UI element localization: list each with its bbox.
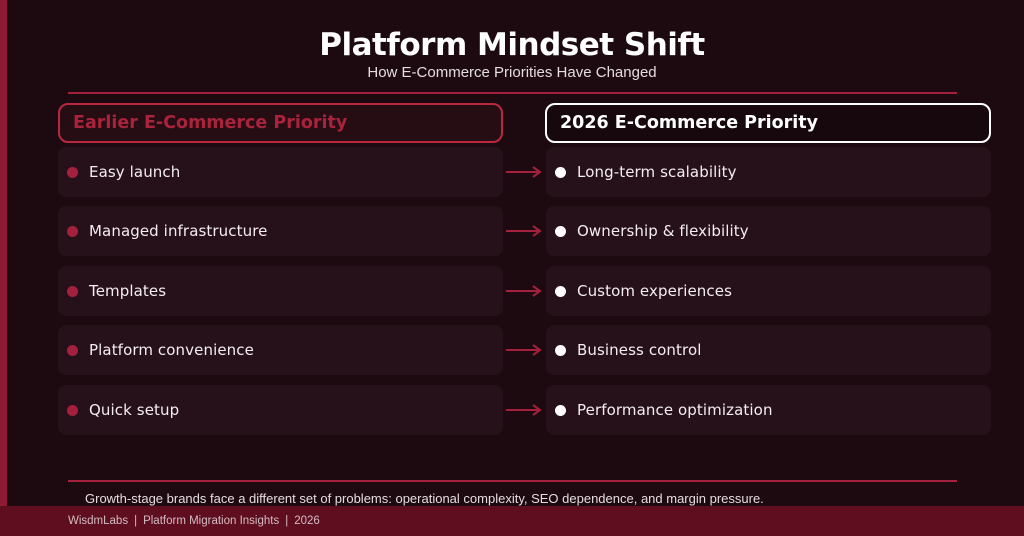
current-priority-label: Custom experiences (577, 282, 732, 300)
earlier-priority-label: Templates (89, 282, 167, 300)
current-priority-label: Performance optimization (577, 401, 773, 419)
earlier-priority-item: Easy launch (58, 147, 503, 197)
footer-separator: | (285, 515, 289, 527)
footer-bar: WisdmLabs | Platform Migration Insights … (0, 506, 1024, 536)
footer-brand: WisdmLabs (68, 515, 129, 527)
bullet-dot-icon (67, 344, 78, 356)
earlier-priority-item: Platform convenience (58, 325, 503, 375)
top-divider (68, 92, 957, 94)
page-subtitle: How E-Commerce Priorities Have Changed (367, 64, 657, 81)
current-priority-label: Ownership & flexibility (577, 222, 749, 240)
bullet-dot-icon (67, 166, 78, 178)
earlier-priority-header: Earlier E-Commerce Priority (58, 103, 503, 143)
earlier-priority-item: Quick setup (58, 385, 503, 435)
page-title: Platform Mindset Shift (319, 27, 705, 63)
footer-year: 2026 (294, 515, 320, 527)
header: Platform Mindset Shift How E-Commerce Pr… (0, 26, 1024, 82)
left-accent-bar (0, 0, 7, 536)
footer-series: Platform Migration Insights (143, 515, 280, 527)
bullet-dot-icon (67, 404, 78, 416)
earlier-priority-label: Managed infrastructure (89, 222, 268, 240)
earlier-priority-label: Quick setup (89, 401, 180, 419)
bullet-dot-icon (555, 404, 566, 416)
bullet-dot-icon (67, 225, 78, 237)
bullet-dot-icon (555, 166, 566, 178)
bullet-dot-icon (555, 285, 566, 297)
bullet-dot-icon (555, 344, 566, 356)
current-priority-header: 2026 E-Commerce Priority (545, 103, 991, 143)
current-priority-label: Business control (577, 341, 702, 359)
summary-note: Growth-stage brands face a different set… (85, 491, 764, 506)
arrow-right-icon (506, 285, 542, 297)
footer-separator: | (134, 515, 138, 527)
current-priority-item: Long-term scalability (546, 147, 991, 197)
current-priority-item: Business control (546, 325, 991, 375)
current-priority-label: Long-term scalability (577, 163, 737, 181)
earlier-priority-item: Templates (58, 266, 503, 316)
bullet-dot-icon (67, 285, 78, 297)
earlier-priority-label: Platform convenience (89, 341, 254, 359)
arrow-right-icon (506, 404, 542, 416)
current-priority-item: Performance optimization (546, 385, 991, 435)
arrow-right-icon (506, 344, 542, 356)
earlier-priority-item: Managed infrastructure (58, 206, 503, 256)
bullet-dot-icon (555, 225, 566, 237)
current-priority-item: Custom experiences (546, 266, 991, 316)
arrow-right-icon (506, 225, 542, 237)
current-priority-item: Ownership & flexibility (546, 206, 991, 256)
arrow-right-icon (506, 166, 542, 178)
earlier-priority-label: Easy launch (89, 163, 181, 181)
bottom-divider (68, 480, 957, 482)
